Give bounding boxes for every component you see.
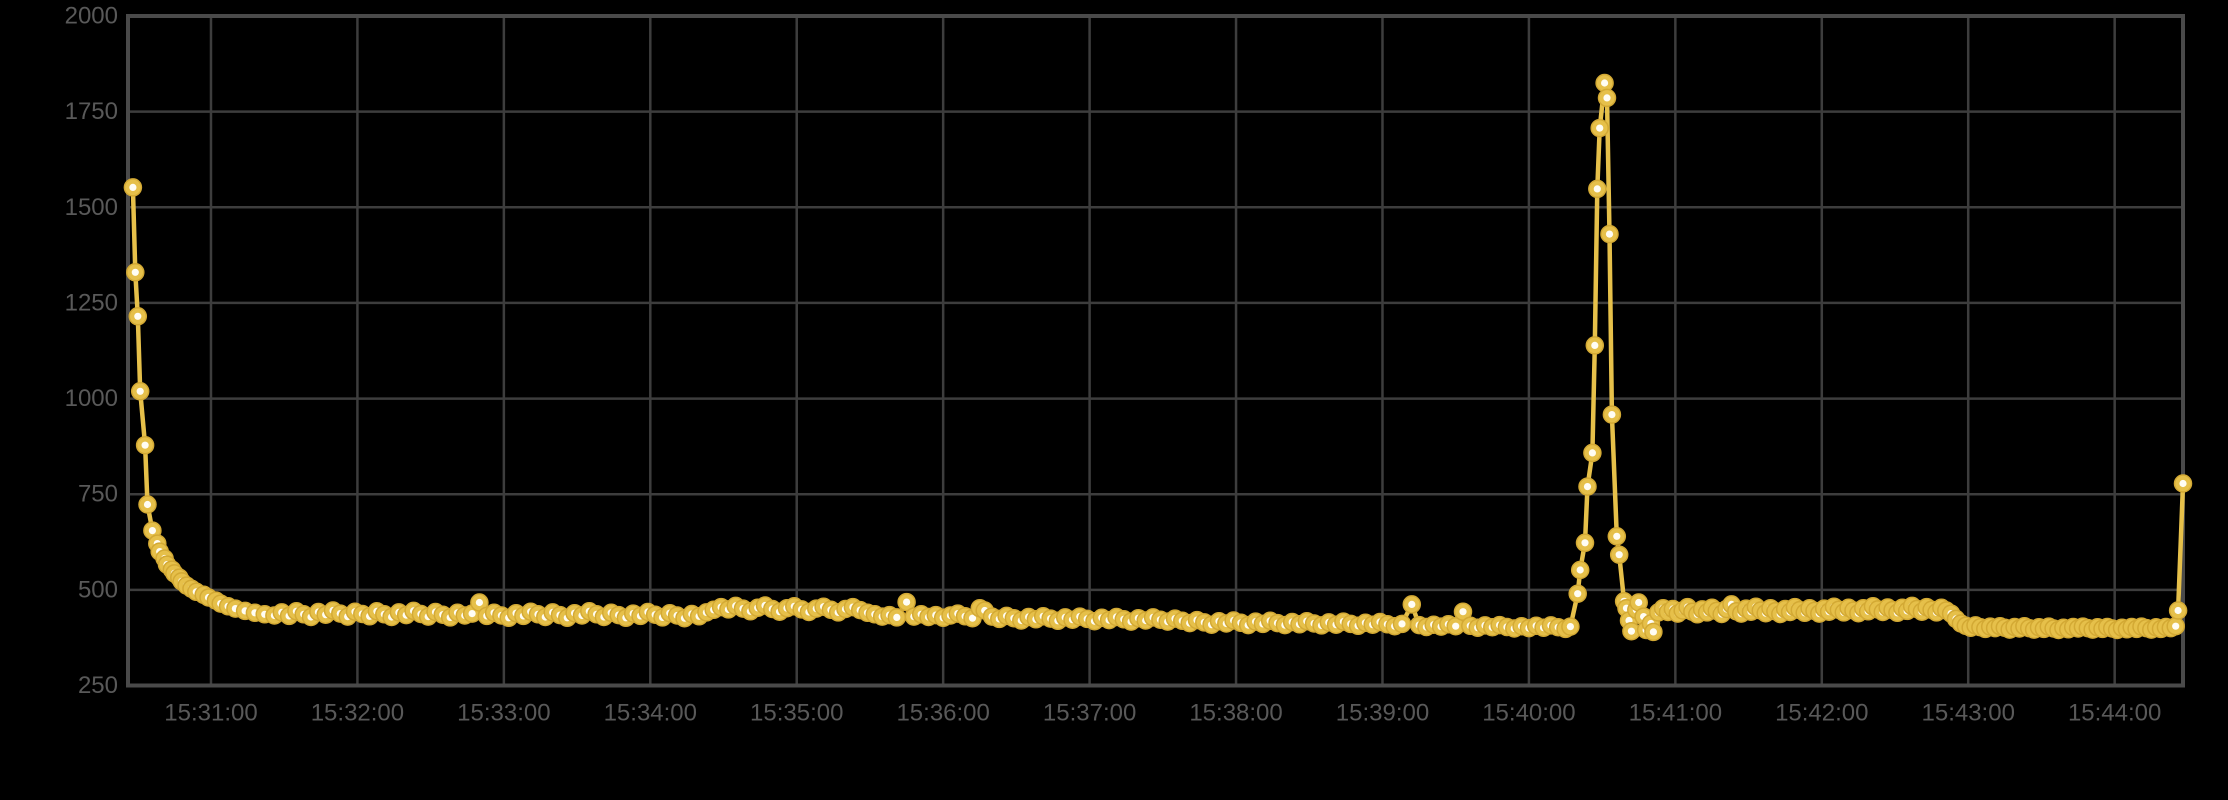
x-axis-tick-label: 15:42:00 <box>1775 700 1868 727</box>
marker-center <box>2174 606 2182 615</box>
marker-center <box>1588 449 1596 457</box>
x-axis-tick-label: 15:36:00 <box>896 700 989 727</box>
data-point-marker[interactable] <box>126 263 145 282</box>
data-point-marker[interactable] <box>1575 533 1595 553</box>
data-point-marker[interactable] <box>1588 179 1607 199</box>
marker-center <box>1408 600 1416 609</box>
y-axis-tick-label: 1750 <box>65 98 118 125</box>
data-point-marker[interactable] <box>1597 88 1617 108</box>
marker-center <box>131 268 139 276</box>
marker-center <box>1452 622 1460 630</box>
y-axis-tick-label: 500 <box>78 576 118 603</box>
data-point-marker[interactable] <box>1583 443 1602 463</box>
y-axis-tick-label: 2000 <box>65 3 118 30</box>
data-point-marker[interactable] <box>1585 336 1605 355</box>
marker-center <box>1603 94 1611 102</box>
marker-center <box>2179 479 2187 488</box>
data-point-marker[interactable] <box>135 435 155 455</box>
marker-center <box>143 500 152 509</box>
data-point-marker[interactable] <box>1600 224 1619 244</box>
data-point-marker[interactable] <box>1578 477 1597 496</box>
y-axis-labels: 250 500 750 1000 1250 1500 1750 2000 <box>65 3 118 700</box>
data-point-marker[interactable] <box>1609 545 1629 564</box>
plot-border <box>126 14 2185 688</box>
x-axis-tick-label: 15:43:00 <box>1922 700 2015 727</box>
data-point-marker[interactable] <box>887 608 907 627</box>
marker-center <box>148 527 156 535</box>
marker-center <box>1591 341 1599 349</box>
data-point-marker[interactable] <box>1595 73 1614 93</box>
y-axis-tick-label: 1500 <box>65 194 118 221</box>
marker-center <box>1596 124 1604 132</box>
data-point-marker[interactable] <box>130 382 150 401</box>
marker-center <box>1583 483 1592 491</box>
marker-center <box>129 183 137 191</box>
x-axis-tick-label: 15:35:00 <box>750 700 843 727</box>
marker-center <box>1615 551 1623 559</box>
data-point-marker[interactable] <box>897 592 916 612</box>
data-point-marker[interactable] <box>1602 405 1622 424</box>
y-axis-tick-label: 250 <box>78 672 118 699</box>
data-point-marker[interactable] <box>1568 584 1587 603</box>
marker-center <box>893 613 901 622</box>
marker-center <box>475 598 483 607</box>
marker-center <box>1574 590 1582 598</box>
marker-center <box>468 610 476 618</box>
y-axis-tick-label: 750 <box>78 481 118 508</box>
marker-center <box>968 614 977 622</box>
marker-center <box>134 312 142 320</box>
x-axis-tick-label: 15:44:00 <box>2068 700 2161 727</box>
y-axis-tick-label: 1250 <box>65 289 118 316</box>
marker-center <box>1601 79 1609 87</box>
x-axis-tick-label: 15:37:00 <box>1043 700 1136 727</box>
data-point-marker[interactable] <box>2166 616 2185 636</box>
data-point-marker[interactable] <box>1607 527 1627 546</box>
marker-center <box>1459 608 1467 616</box>
marker-center <box>1398 620 1406 628</box>
x-axis-tick-label: 15:33:00 <box>457 700 550 727</box>
data-point-marker[interactable] <box>123 178 143 197</box>
x-axis-tick-label: 15:41:00 <box>1629 700 1722 727</box>
marker-center <box>1613 532 1621 540</box>
marker-center <box>136 387 144 395</box>
marker-center <box>1605 230 1614 238</box>
x-axis-tick-label: 15:34:00 <box>604 700 697 727</box>
data-points <box>123 73 2193 642</box>
x-axis-tick-label: 15:40:00 <box>1482 700 1575 727</box>
x-axis-tick-label: 15:38:00 <box>1189 700 1282 727</box>
data-point-marker[interactable] <box>470 593 489 612</box>
marker-center <box>1608 411 1616 419</box>
marker-center <box>1593 185 1601 193</box>
marker-center <box>1576 566 1584 574</box>
x-axis-tick-label: 15:32:00 <box>311 700 404 727</box>
x-axis-tick-label: 15:31:00 <box>164 700 257 727</box>
data-point-marker[interactable] <box>138 495 157 514</box>
data-point-marker[interactable] <box>2168 601 2188 620</box>
marker-center <box>903 598 911 606</box>
data-point-marker[interactable] <box>1644 622 1663 642</box>
data-point-marker[interactable] <box>128 307 148 326</box>
data-point-marker[interactable] <box>1561 617 1580 636</box>
marker-center <box>1566 623 1574 631</box>
x-axis-tick-label: 15:39:00 <box>1336 700 1429 727</box>
marker-center <box>1581 539 1589 547</box>
data-point-marker[interactable] <box>2173 474 2193 493</box>
marker-center <box>1635 598 1643 607</box>
data-point-marker[interactable] <box>1570 560 1590 580</box>
marker-center <box>1649 628 1657 636</box>
marker-center <box>1627 627 1635 635</box>
data-point-marker[interactable] <box>1402 595 1422 614</box>
marker-center <box>141 441 149 449</box>
data-point-marker[interactable] <box>1590 118 1609 138</box>
x-axis-labels: 15:31:00 15:32:00 15:33:00 15:34:00 15:35:00… <box>164 700 2161 727</box>
y-axis-tick-label: 1000 <box>65 385 118 412</box>
data-point-marker[interactable] <box>1392 614 1412 634</box>
marker-center <box>2172 622 2180 630</box>
gridlines <box>128 14 2183 687</box>
